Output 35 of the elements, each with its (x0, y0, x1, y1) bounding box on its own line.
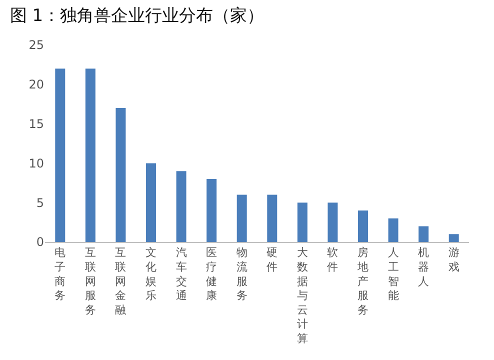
chart-title: 图 1：独角兽企业行业分布（家） (10, 6, 264, 26)
x-tick-label: 大数据与云计算 (296, 246, 308, 345)
x-tick-label: 电子商务 (54, 246, 66, 302)
x-tick-label: 文化娱乐 (146, 246, 156, 302)
x-tick-label: 互联网服务 (84, 246, 96, 316)
bar (206, 178, 217, 242)
bar (176, 171, 186, 242)
y-tick-label: 25 (28, 38, 44, 52)
bar (55, 68, 66, 242)
bar (236, 194, 247, 242)
x-tick-label: 人工智能 (388, 246, 399, 302)
x-tick-label: 物流服务 (236, 246, 248, 302)
bar (388, 218, 398, 242)
x-tick-label: 房地产服务 (356, 246, 368, 316)
bar (146, 163, 156, 242)
bar (85, 68, 96, 242)
x-tick-label: 医疗健康 (206, 246, 218, 302)
y-tick-label: 0 (36, 235, 44, 250)
y-tick-label: 5 (36, 196, 44, 210)
bar (358, 210, 368, 242)
y-tick-label: 15 (28, 117, 44, 131)
y-tick-label: 10 (28, 156, 44, 170)
x-tick-label: 软件 (327, 246, 338, 274)
bar (116, 108, 126, 242)
x-tick-label: 硬件 (266, 246, 278, 274)
x-tick-label: 汽车交通 (176, 246, 187, 302)
bar (267, 194, 278, 242)
bar (418, 226, 429, 242)
x-tick-label: 互联网金融 (115, 246, 126, 316)
y-tick-label: 20 (28, 78, 44, 92)
x-tick-label: 游戏 (448, 246, 460, 274)
bar (328, 202, 338, 242)
bar (448, 234, 459, 242)
x-tick-label: 机器人 (418, 246, 430, 288)
bar (297, 202, 308, 242)
